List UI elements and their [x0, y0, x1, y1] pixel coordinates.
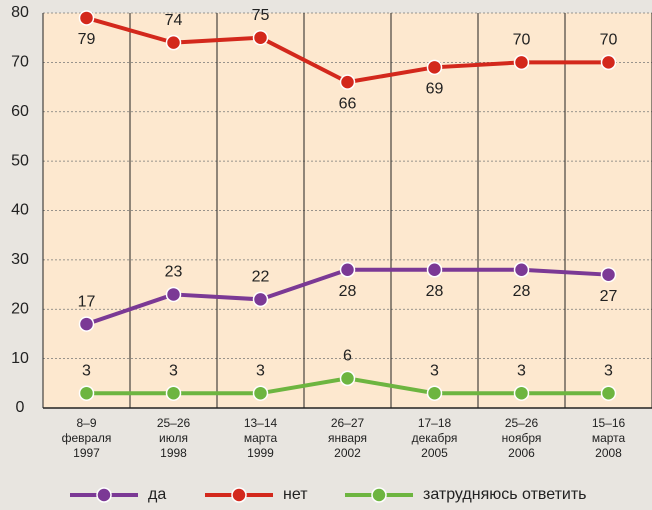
point: [339, 262, 356, 278]
point: [165, 286, 182, 303]
x-tick-label: ноября: [502, 431, 542, 445]
data-label: 28: [339, 283, 357, 300]
x-tick-label: декабря: [412, 431, 458, 445]
y-tick-label: 0: [16, 399, 25, 416]
x-tick-label: марта: [244, 431, 278, 445]
data-label: 23: [165, 264, 183, 281]
x-tick-label: 1997: [73, 446, 100, 460]
point: [600, 385, 617, 401]
y-tick-label: 60: [11, 103, 29, 120]
x-tick-label: 2005: [421, 446, 448, 460]
point: [339, 74, 356, 90]
data-label: 69: [426, 81, 444, 98]
data-label: 75: [252, 7, 270, 24]
point: [513, 54, 530, 71]
point: [252, 29, 269, 46]
y-tick-label: 70: [11, 54, 29, 71]
data-label: 70: [513, 32, 531, 49]
point: [426, 385, 443, 401]
legend-label: затрудняюсь ответить: [423, 486, 587, 503]
x-tick-label: 8–9: [76, 416, 96, 430]
legend-marker: [231, 487, 247, 503]
legend-marker: [371, 487, 387, 503]
x-tick-label: 25–26: [157, 416, 191, 430]
data-label: 70: [600, 32, 618, 49]
data-label: 22: [252, 269, 270, 286]
point: [426, 262, 443, 278]
y-tick-label: 80: [11, 4, 29, 21]
point: [252, 385, 269, 401]
x-tick-label: 17–18: [418, 416, 452, 430]
data-label: 27: [600, 288, 618, 305]
data-label: 74: [165, 12, 183, 29]
x-tick-label: 2006: [508, 446, 535, 460]
data-label: 3: [604, 362, 613, 379]
point: [78, 10, 95, 26]
x-tick-label: 1998: [160, 446, 187, 460]
data-label: 3: [517, 362, 526, 379]
data-label: 79: [78, 31, 96, 48]
point: [513, 385, 530, 401]
y-tick-label: 50: [11, 152, 29, 169]
y-tick-label: 20: [11, 300, 29, 317]
data-label: 28: [426, 283, 444, 300]
point: [78, 385, 95, 401]
x-tick-label: 26–27: [331, 416, 365, 430]
x-tick-label: 13–14: [244, 416, 278, 430]
point: [339, 370, 356, 387]
point: [600, 54, 617, 71]
x-tick-label: февраля: [62, 431, 112, 445]
x-tick-label: июля: [159, 431, 188, 445]
data-label: 3: [256, 362, 265, 379]
data-label: 17: [78, 293, 96, 310]
x-tick-label: января: [328, 431, 367, 445]
x-tick-label: 25–26: [505, 416, 539, 430]
legend-label: да: [148, 486, 166, 503]
x-tick-label: 2008: [595, 446, 622, 460]
point: [78, 316, 95, 332]
point: [252, 291, 269, 308]
data-label: 3: [82, 362, 91, 379]
x-tick-label: 1999: [247, 446, 274, 460]
data-label: 28: [513, 283, 531, 300]
y-tick-label: 40: [11, 202, 29, 219]
point: [426, 59, 443, 76]
legend-marker: [96, 487, 112, 503]
point: [600, 266, 617, 283]
x-tick-label: марта: [592, 431, 626, 445]
data-label: 3: [430, 362, 439, 379]
data-label: 3: [169, 362, 178, 379]
y-tick-label: 30: [11, 251, 29, 268]
data-label: 66: [339, 95, 357, 112]
point: [165, 385, 182, 401]
point: [165, 34, 182, 51]
x-tick-label: 15–16: [592, 416, 626, 430]
legend-label: нет: [283, 486, 308, 503]
x-tick-label: 2002: [334, 446, 361, 460]
data-label: 6: [343, 348, 352, 365]
point: [513, 262, 530, 278]
y-tick-label: 10: [11, 350, 29, 367]
